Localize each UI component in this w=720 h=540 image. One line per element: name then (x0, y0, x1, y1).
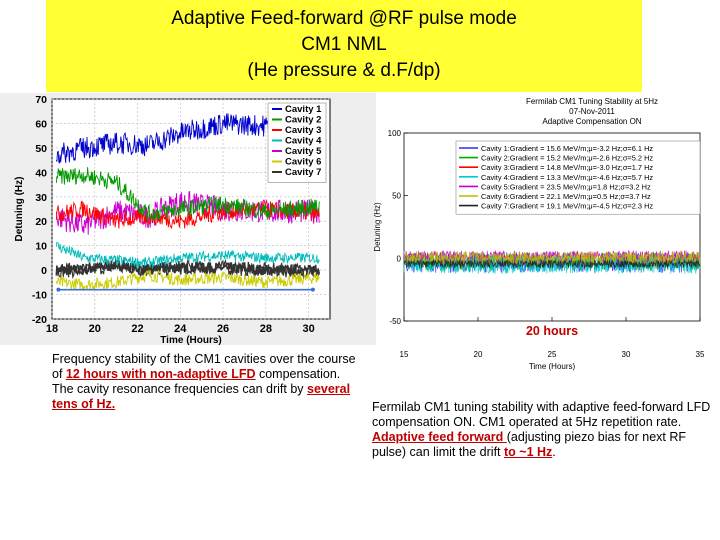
right-legend-label: Cavity 7:Gradient = 19.1 MeV/m;μ=-4.5 Hz… (481, 202, 653, 211)
left-x-tick-label: 22 (131, 323, 143, 335)
right-caption-text-1: Fermilab CM1 tuning stability with adapt… (372, 400, 711, 429)
left-caption-emphasis-1: 12 hours with non-adaptive LFD (65, 367, 256, 381)
left-x-tick-label: 26 (217, 323, 229, 335)
right-chart-subtitle-2: Adaptive Compensation ON (542, 117, 641, 126)
left-legend-label: Cavity 7 (285, 167, 321, 178)
right-y-tick-label: -50 (389, 317, 401, 326)
title-banner: Adaptive Feed-forward @RF pulse mode CM1… (46, 0, 642, 92)
left-x-tick-label: 20 (89, 323, 101, 335)
right-caption-emphasis-1: Adaptive feed forward (372, 430, 507, 444)
left-y-tick-label: -10 (32, 290, 47, 302)
title-line-2: CM1 NML (301, 34, 387, 55)
left-x-tick-label: 28 (260, 323, 272, 335)
left-y-axis-label: Detuning (Hz) (14, 177, 25, 242)
right-legend-label: Cavity 4:Gradient = 13.3 MeV/m;μ=-4.6 Hz… (481, 173, 653, 182)
left-legend-label: Cavity 4 (285, 136, 322, 147)
left-x-tick-label: 18 (46, 323, 58, 335)
right-legend-box (455, 140, 701, 215)
left-y-tick-label: 0 (41, 265, 47, 277)
right-detuning-chart: Fermilab CM1 Tuning Stability at 5Hz07-N… (373, 97, 705, 371)
left-duration-end-dot (310, 287, 315, 292)
right-x-tick-label: 30 (622, 350, 631, 359)
right-legend-label: Cavity 3:Gradient = 14.8 MeV/m;μ=-3.0 Hz… (481, 163, 653, 172)
left-legend-label: Cavity 1 (285, 104, 322, 115)
right-x-tick-label: 35 (696, 350, 705, 359)
left-series-band-7 (55, 258, 320, 280)
left-legend-label: Cavity 2 (285, 115, 321, 126)
left-x-tick-label: 24 (174, 323, 187, 335)
left-x-axis-label: Time (Hours) (160, 335, 222, 345)
left-legend-label: Cavity 3 (285, 125, 321, 136)
right-y-tick-label: 50 (392, 192, 401, 201)
left-y-tick-label: 70 (35, 94, 47, 106)
right-y-axis-label: Detuning (Hz) (373, 202, 382, 252)
right-x-tick-label: 20 (474, 350, 483, 359)
left-caption-text-1: Frequency stability of the CM1 cavities … (52, 352, 356, 381)
left-y-tick-label: 10 (35, 241, 47, 253)
right-caption-emphasis-2: to ~1 Hz (504, 445, 553, 459)
right-legend-label: Cavity 1:Gradient = 15.6 MeV/m;μ=-3.2 Hz… (481, 144, 653, 153)
right-series-line-7 (403, 258, 701, 270)
left-legend-label: Cavity 5 (285, 146, 322, 157)
right-y-tick-label: 100 (388, 129, 402, 138)
left-duration-start-dot (56, 287, 61, 292)
left-series-line-2 (55, 167, 320, 222)
left-series-line-6 (55, 269, 320, 292)
left-y-tick-label: -20 (32, 314, 47, 326)
left-series-line-4 (55, 241, 320, 269)
right-chart-title: Fermilab CM1 Tuning Stability at 5Hz (526, 97, 658, 106)
left-y-tick-label: 40 (35, 167, 47, 179)
right-x-axis-label: Time (Hours) (529, 362, 576, 371)
title-line-1: Adaptive Feed-forward @RF pulse mode (171, 8, 517, 29)
right-legend-label: Cavity 6:Gradient = 22.1 MeV/m;μ=0.5 Hz;… (481, 192, 651, 201)
title-line-3: (He pressure & d.F/dp) (247, 60, 441, 81)
left-y-tick-label: 50 (35, 143, 47, 155)
right-caption-text-2: (adjusting piezo bias for next RF pulse)… (372, 430, 687, 459)
left-detuning-chart: -20 -10 0 10 20 30 40 50 60 70 18 20 22 24 26 28 30 Time … (0, 93, 376, 345)
left-x-tick-label: 30 (302, 323, 314, 335)
left-legend-box (267, 102, 327, 183)
right-duration-label: 20 hours (526, 324, 578, 338)
left-y-tick-label: 30 (35, 192, 47, 204)
right-caption-text-3: . (552, 445, 556, 459)
left-caption: Frequency stability of the CM1 cavities … (52, 352, 362, 412)
left-y-tick-label: 60 (35, 118, 47, 130)
right-x-tick-label: 15 (400, 350, 409, 359)
right-x-tick-label: 25 (548, 350, 557, 359)
right-legend-label: Cavity 2:Gradient = 15.2 MeV/m;μ=-2.6 Hz… (481, 154, 653, 163)
right-y-tick-label: 0 (397, 254, 402, 263)
right-caption: Fermilab CM1 tuning stability with adapt… (372, 400, 720, 460)
left-caption-text-2: compensation. The cavity resonance frequ… (52, 367, 341, 396)
left-y-tick-label: 20 (35, 216, 47, 228)
right-legend-label: Cavity 5:Gradient = 23.5 MeV/m;μ=1.8 Hz;… (481, 182, 651, 191)
right-chart-subtitle: 07-Nov-2011 (569, 107, 615, 116)
left-legend-label: Cavity 6 (285, 157, 321, 168)
left-caption-emphasis-2: several tens of Hz. (52, 382, 351, 411)
